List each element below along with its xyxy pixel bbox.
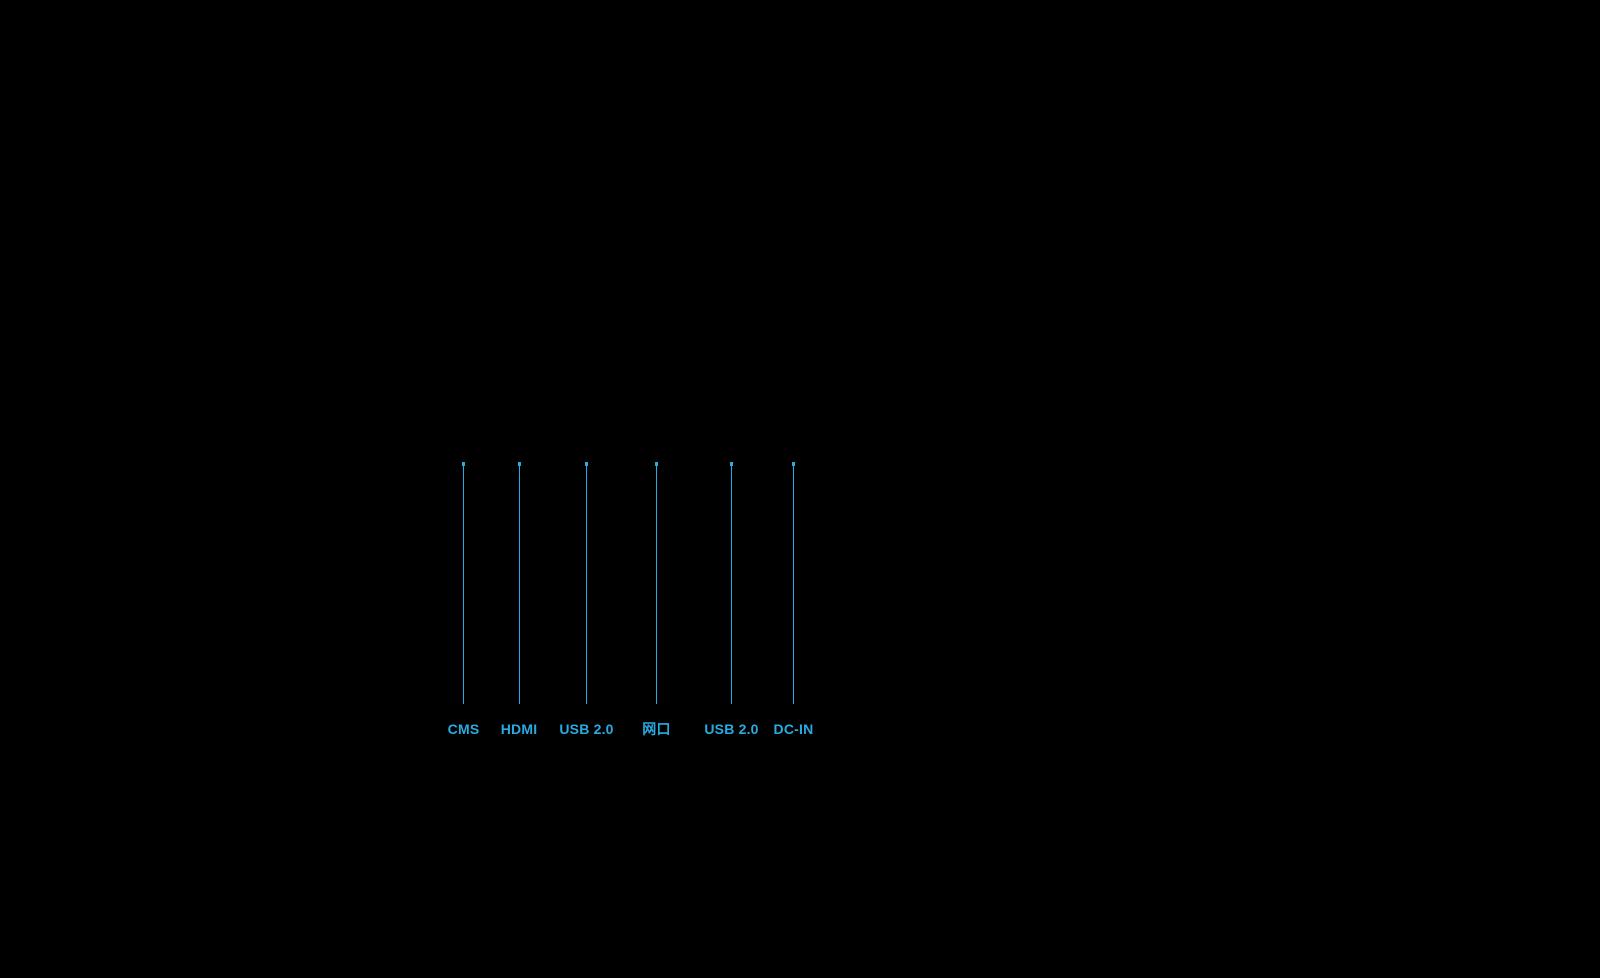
- callout-tip-icon: [462, 462, 465, 466]
- callout-leader-line: [586, 466, 587, 704]
- callout-leader-line: [656, 466, 657, 704]
- callout-tip-icon: [517, 462, 521, 466]
- port-label: USB 2.0: [559, 721, 614, 737]
- callout-leader-line: [463, 466, 464, 704]
- port-label: HDMI: [500, 721, 538, 737]
- callout-tip-icon: [730, 462, 733, 466]
- callout-tip-icon: [792, 462, 795, 466]
- port-label: DC-IN: [773, 721, 814, 737]
- port-label: CMS: [447, 721, 480, 737]
- callout-leader-line: [793, 466, 794, 704]
- callout-leader-line: [518, 466, 520, 704]
- callout-tip-icon: [585, 462, 588, 466]
- port-label: 网口: [642, 721, 671, 737]
- callout-tip-icon: [655, 462, 658, 466]
- port-label: USB 2.0: [704, 721, 759, 737]
- callout-leader-line: [731, 466, 732, 704]
